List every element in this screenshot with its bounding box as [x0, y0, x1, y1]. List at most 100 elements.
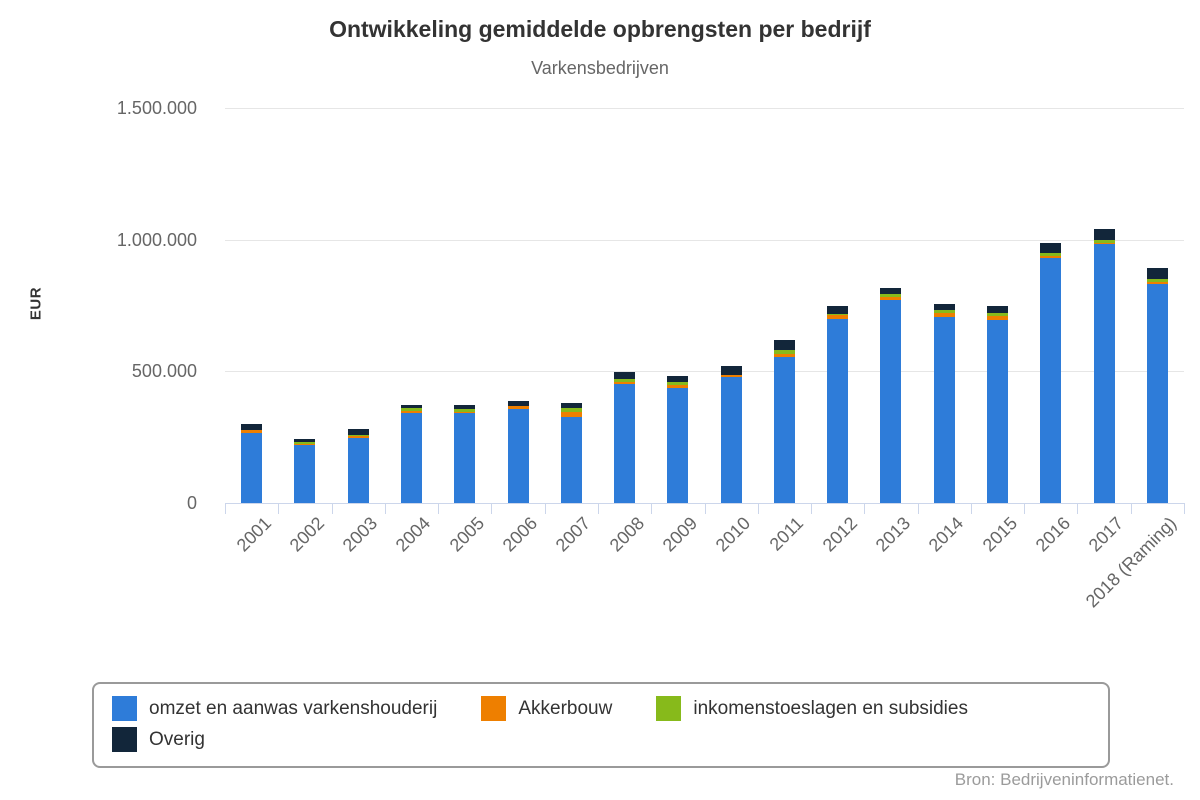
bar-segment-overig[interactable]: [987, 306, 1009, 313]
bar-segment-inkomenstoeslagen-en-subsidies[interactable]: [827, 314, 849, 315]
bar-segment-inkomenstoeslagen-en-subsidies[interactable]: [720, 374, 742, 376]
bar-segment-omzet-en-aanwas-varkenshouderij[interactable]: [880, 299, 902, 503]
bar-segment-inkomenstoeslagen-en-subsidies[interactable]: [1040, 252, 1062, 256]
bar-segment-akkerbouw[interactable]: [507, 406, 529, 409]
bar-2014[interactable]: [933, 303, 955, 503]
bar-segment-overig[interactable]: [880, 287, 902, 294]
bar-segment-inkomenstoeslagen-en-subsidies[interactable]: [1146, 279, 1168, 282]
legend-swatch-inkomenstoeslagen-en-subsidies: [656, 696, 682, 721]
legend-item-overig[interactable]: Overig: [112, 727, 205, 752]
bar-2018-raming[interactable]: [1146, 268, 1168, 503]
bar-2010[interactable]: [720, 365, 742, 503]
bar-segment-inkomenstoeslagen-en-subsidies[interactable]: [347, 435, 369, 436]
bar-segment-inkomenstoeslagen-en-subsidies[interactable]: [294, 441, 316, 445]
bar-segment-omzet-en-aanwas-varkenshouderij[interactable]: [241, 433, 263, 503]
bar-segment-inkomenstoeslagen-en-subsidies[interactable]: [400, 408, 422, 411]
bar-segment-akkerbouw[interactable]: [294, 444, 316, 446]
bar-segment-inkomenstoeslagen-en-subsidies[interactable]: [667, 382, 689, 386]
bar-segment-inkomenstoeslagen-en-subsidies[interactable]: [241, 429, 263, 431]
bar-segment-akkerbouw[interactable]: [667, 385, 689, 388]
bar-segment-overig[interactable]: [560, 403, 582, 409]
legend-item-inkomenstoeslagen-en-subsidies[interactable]: inkomenstoeslagen en subsidies: [656, 696, 968, 721]
bar-segment-omzet-en-aanwas-varkenshouderij[interactable]: [1146, 284, 1168, 503]
legend-item-omzet-en-aanwas-varkenshouderij[interactable]: omzet en aanwas varkenshouderij: [112, 696, 437, 721]
bar-2006[interactable]: [507, 400, 529, 503]
bar-segment-overig[interactable]: [1146, 268, 1168, 280]
bar-segment-akkerbouw[interactable]: [773, 353, 795, 357]
bar-segment-overig[interactable]: [614, 371, 636, 379]
bar-segment-akkerbouw[interactable]: [1093, 242, 1115, 245]
bar-segment-overig[interactable]: [1040, 243, 1062, 253]
bar-segment-overig[interactable]: [1093, 228, 1115, 241]
bar-segment-akkerbouw[interactable]: [1040, 256, 1062, 259]
bar-segment-overig[interactable]: [773, 340, 795, 351]
bar-segment-omzet-en-aanwas-varkenshouderij[interactable]: [454, 412, 476, 503]
bar-segment-omzet-en-aanwas-varkenshouderij[interactable]: [827, 319, 849, 503]
bar-segment-overig[interactable]: [720, 365, 742, 375]
x-axis-label: 2006: [498, 513, 542, 556]
bar-segment-inkomenstoeslagen-en-subsidies[interactable]: [1093, 240, 1115, 243]
bar-segment-inkomenstoeslagen-en-subsidies[interactable]: [880, 293, 902, 297]
bar-segment-omzet-en-aanwas-varkenshouderij[interactable]: [507, 408, 529, 503]
bar-segment-overig[interactable]: [933, 303, 955, 310]
bar-segment-omzet-en-aanwas-varkenshouderij[interactable]: [614, 384, 636, 503]
bar-2003[interactable]: [347, 429, 369, 503]
bar-segment-omzet-en-aanwas-varkenshouderij[interactable]: [347, 438, 369, 503]
bar-segment-omzet-en-aanwas-varkenshouderij[interactable]: [720, 377, 742, 503]
bar-segment-overig[interactable]: [241, 423, 263, 430]
x-axis-tick: [331, 504, 333, 514]
y-gridline: [225, 371, 1184, 373]
bar-2013[interactable]: [880, 287, 902, 503]
bar-segment-akkerbouw[interactable]: [347, 435, 369, 439]
bar-segment-overig[interactable]: [667, 375, 689, 383]
bar-segment-akkerbouw[interactable]: [400, 410, 422, 413]
bar-segment-inkomenstoeslagen-en-subsidies[interactable]: [507, 405, 529, 407]
bar-2012[interactable]: [827, 305, 849, 503]
bar-segment-inkomenstoeslagen-en-subsidies[interactable]: [614, 378, 636, 382]
bar-segment-omzet-en-aanwas-varkenshouderij[interactable]: [560, 416, 582, 503]
bar-segment-akkerbouw[interactable]: [827, 315, 849, 320]
bar-2002[interactable]: [294, 438, 316, 503]
bar-segment-akkerbouw[interactable]: [933, 313, 955, 318]
bar-segment-akkerbouw[interactable]: [241, 430, 263, 434]
bar-2016[interactable]: [1040, 243, 1062, 503]
bar-segment-inkomenstoeslagen-en-subsidies[interactable]: [773, 350, 795, 354]
bar-segment-omzet-en-aanwas-varkenshouderij[interactable]: [933, 317, 955, 503]
bar-segment-overig[interactable]: [454, 405, 476, 409]
bar-segment-omzet-en-aanwas-varkenshouderij[interactable]: [400, 412, 422, 503]
legend-item-akkerbouw[interactable]: Akkerbouw: [481, 696, 612, 721]
bar-2011[interactable]: [773, 340, 795, 503]
bar-segment-inkomenstoeslagen-en-subsidies[interactable]: [560, 408, 582, 412]
bar-segment-omzet-en-aanwas-varkenshouderij[interactable]: [667, 387, 689, 503]
bar-segment-inkomenstoeslagen-en-subsidies[interactable]: [933, 309, 955, 314]
chart-subtitle: Varkensbedrijven: [531, 58, 669, 78]
bar-segment-overig[interactable]: [827, 305, 849, 315]
bar-segment-inkomenstoeslagen-en-subsidies[interactable]: [454, 409, 476, 412]
bar-2004[interactable]: [400, 404, 422, 503]
bar-segment-akkerbouw[interactable]: [1146, 281, 1168, 285]
bar-segment-omzet-en-aanwas-varkenshouderij[interactable]: [773, 356, 795, 503]
bar-segment-akkerbouw[interactable]: [454, 411, 476, 413]
bar-segment-omzet-en-aanwas-varkenshouderij[interactable]: [294, 445, 316, 503]
x-axis-label: 2012: [818, 513, 861, 556]
bar-2017[interactable]: [1093, 228, 1115, 503]
bar-segment-omzet-en-aanwas-varkenshouderij[interactable]: [1040, 258, 1062, 503]
bar-segment-inkomenstoeslagen-en-subsidies[interactable]: [987, 312, 1009, 317]
bar-segment-akkerbouw[interactable]: [880, 296, 902, 300]
bar-2009[interactable]: [667, 375, 689, 503]
bar-segment-omzet-en-aanwas-varkenshouderij[interactable]: [987, 319, 1009, 503]
bar-2008[interactable]: [614, 371, 636, 503]
bar-segment-omzet-en-aanwas-varkenshouderij[interactable]: [1093, 244, 1115, 503]
bar-segment-akkerbouw[interactable]: [720, 375, 742, 378]
bar-segment-overig[interactable]: [294, 438, 316, 442]
bar-segment-overig[interactable]: [400, 404, 422, 409]
bar-segment-akkerbouw[interactable]: [614, 381, 636, 385]
bar-segment-overig[interactable]: [347, 429, 369, 436]
bar-2015[interactable]: [987, 306, 1009, 503]
bar-segment-akkerbouw[interactable]: [987, 316, 1009, 320]
bar-2007[interactable]: [560, 403, 582, 503]
bar-segment-akkerbouw[interactable]: [560, 411, 582, 417]
bar-2001[interactable]: [241, 423, 263, 503]
bar-segment-overig[interactable]: [507, 400, 529, 406]
bar-2005[interactable]: [454, 405, 476, 503]
